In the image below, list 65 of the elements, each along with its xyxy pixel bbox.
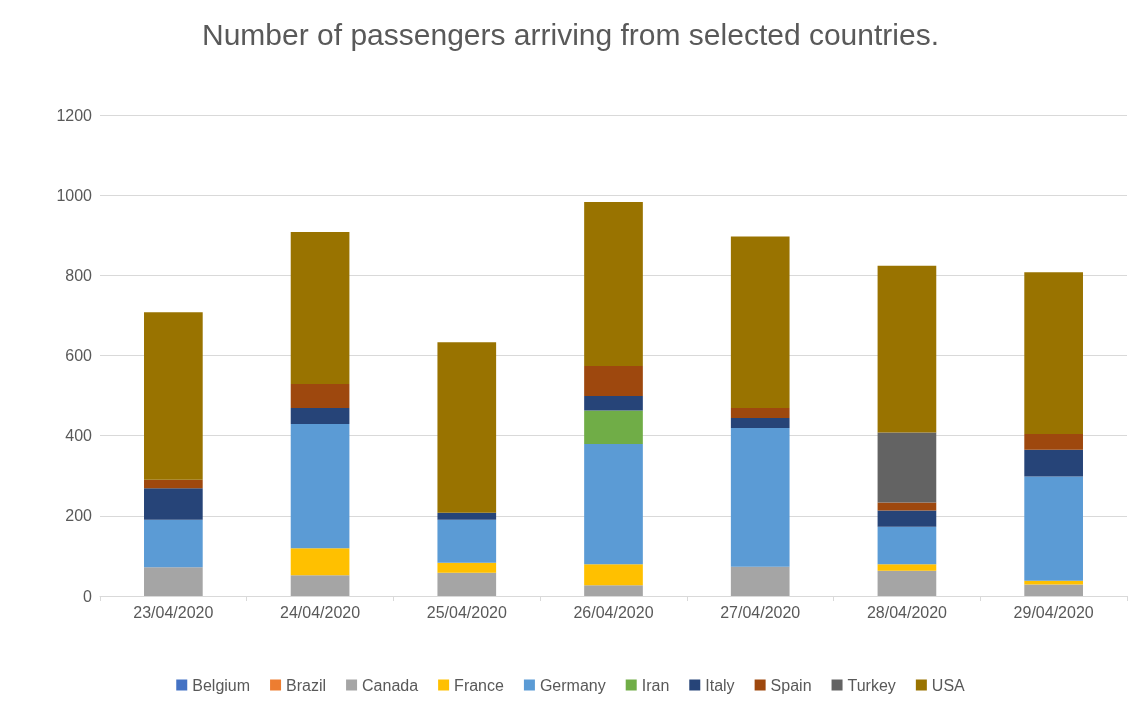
legend-label: Spain [770,676,812,694]
bar [730,428,790,567]
bar [584,444,643,565]
bar [877,265,937,433]
y-tick-label: 0 [83,587,93,605]
bar [584,564,643,586]
y-tick-label: 400 [65,427,93,445]
x-tick-label: 27/04/2020 [720,603,801,621]
bar [144,567,203,596]
x-tick-label: 24/04/2020 [280,603,361,621]
bar [437,342,497,513]
bar [877,510,937,527]
legend-label: Brazil [286,676,327,694]
y-tick-label: 200 [65,507,93,525]
bar [730,236,790,409]
bar [437,572,497,596]
bar [877,502,937,511]
bar [584,201,643,366]
bar [144,519,203,568]
bar [144,479,203,489]
y-tick-label: 600 [65,347,93,364]
bar [1024,449,1083,477]
bar [584,365,643,396]
y-tick-label: 1200 [56,106,93,124]
bar [877,570,937,596]
bar [144,312,203,480]
bar [584,410,643,445]
legend-label: Italy [705,676,735,694]
bar [1024,434,1083,450]
x-tick-label: 29/04/2020 [1013,603,1094,621]
bar [144,488,203,520]
legend-label: USA [931,676,966,694]
bar [290,575,350,596]
bar [584,585,643,596]
bar [290,383,350,409]
bar [290,548,350,576]
bar [730,566,790,596]
bar [877,564,937,571]
x-tick-label: 25/04/2020 [426,603,507,621]
bar [437,562,497,573]
bar [437,519,497,563]
bar [290,424,350,549]
bar [877,526,937,565]
bar [437,512,497,520]
y-tick-label: 800 [65,266,93,284]
legend-label: France [454,676,505,694]
legend-label: Iran [641,676,670,694]
bar [584,395,643,411]
legend-label: Belgium [192,676,251,694]
bar [730,408,790,419]
bar [290,232,350,384]
bar [1024,476,1083,581]
legend-label: Canada [362,676,419,694]
legend-label: Turkey [847,676,896,694]
bar [877,432,937,503]
bar [730,418,790,429]
y-tick-label: 1000 [56,186,93,204]
chart-title: Number of passengers arriving from selected countries. [202,17,939,51]
x-tick-label: 28/04/2020 [866,603,948,621]
x-tick-label: 23/04/2020 [133,603,214,621]
bar [290,408,350,425]
bar [1024,584,1083,596]
legend-label: Germany [539,676,606,694]
bar [1024,272,1083,435]
x-tick-label: 26/04/2020 [573,603,654,621]
